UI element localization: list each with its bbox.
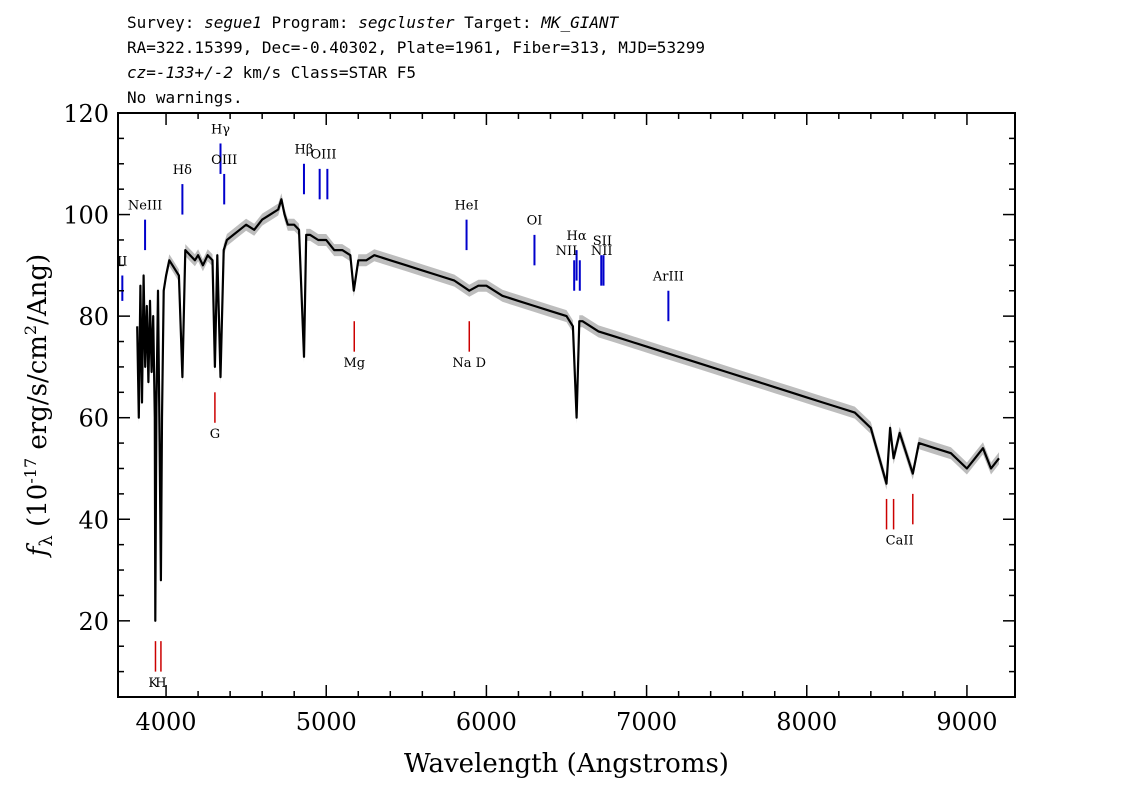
absorption-line-label: H <box>155 676 166 691</box>
emission-line-label: Hγ <box>211 122 230 137</box>
y-axis-exp: -17 <box>21 458 40 484</box>
target-label: Target: <box>454 13 542 32</box>
absorption-line-label: CaII <box>886 534 914 549</box>
line-markers: IINeIIIHδHγOIIIHβOIIIHeIOINIIHαNIISIIArI… <box>117 122 913 691</box>
header-line-3: cz=-133+/-2 km/s Class=STAR F5 <box>127 63 416 83</box>
emission-line-label: OI <box>527 214 543 229</box>
emission-line-label: II <box>117 254 127 269</box>
cz-equals: = <box>146 63 156 82</box>
x-tick-label: 6000 <box>456 708 517 736</box>
x-tick-label: 4000 <box>136 708 197 736</box>
velocity-value: -133+/-2 <box>155 63 233 82</box>
class-text: km/s Class=STAR F5 <box>232 63 416 82</box>
plot-frame <box>117 112 1016 698</box>
emission-line-label: HeI <box>454 198 478 213</box>
y-axis-sq: 2 <box>21 325 40 335</box>
x-tick-label: 7000 <box>616 708 677 736</box>
absorption-line-label: Na D <box>452 356 486 371</box>
header-line-1: Survey: segue1 Program: segcluster Targe… <box>127 13 618 33</box>
y-tick-label: 80 <box>78 303 109 331</box>
emission-line-label: ArIII <box>652 270 684 285</box>
emission-line-label: SII <box>593 234 612 249</box>
y-axis-unit: erg/s/cm <box>23 335 53 458</box>
y-tick-label: 40 <box>78 506 109 534</box>
y-tick-label: 100 <box>63 202 109 230</box>
program-label: Program: <box>261 13 359 32</box>
target-value: MK_GIANT <box>541 13 619 32</box>
y-axis-lambda: λ <box>36 535 57 546</box>
x-tick-label: 5000 <box>296 708 357 736</box>
absorption-line-label: G <box>210 427 220 442</box>
y-tick-label: 20 <box>78 608 109 636</box>
y-axis-title: fλ (10-17 erg/s/cm2/Ang) <box>21 254 57 558</box>
x-axis-title: Wavelength (Angstroms) <box>404 749 729 779</box>
survey-label: Survey: <box>127 13 205 32</box>
absorption-line-label: K <box>148 676 158 691</box>
y-axis-main: (10 <box>23 484 53 536</box>
absorption-line-label: Mg <box>343 356 365 371</box>
emission-line-label: Hδ <box>173 163 192 178</box>
spectrum-line-group <box>136 198 1000 622</box>
y-tick-label: 120 <box>63 100 109 128</box>
header-line-2: RA=322.15399, Dec=-0.40302, Plate=1961, … <box>127 38 705 57</box>
spectrum-line <box>136 198 1000 622</box>
x-tick-label: 9000 <box>936 708 997 736</box>
cz-symbol: cz <box>127 63 147 82</box>
emission-line-label: NII <box>556 244 578 259</box>
emission-line-label: NeIII <box>128 198 162 213</box>
emission-line-label: OIII <box>211 153 237 168</box>
y-tick-label: 60 <box>78 405 109 433</box>
emission-line-label: Hβ <box>295 143 314 158</box>
emission-line-label: OIII <box>310 148 336 163</box>
program-value: segcluster <box>358 13 455 32</box>
y-axis-tail: /Ang) <box>23 254 53 325</box>
x-tick-label: 8000 <box>776 708 837 736</box>
survey-value: segue1 <box>204 13 262 32</box>
header-line-4: No warnings. <box>127 88 243 107</box>
axis-ticks: 4000 5000 6000 7000 8000 9000 20 40 60 80 100 120 <box>63 100 1015 736</box>
emission-line-label: Hα <box>567 229 587 244</box>
emission-line-label: NII <box>591 244 613 259</box>
